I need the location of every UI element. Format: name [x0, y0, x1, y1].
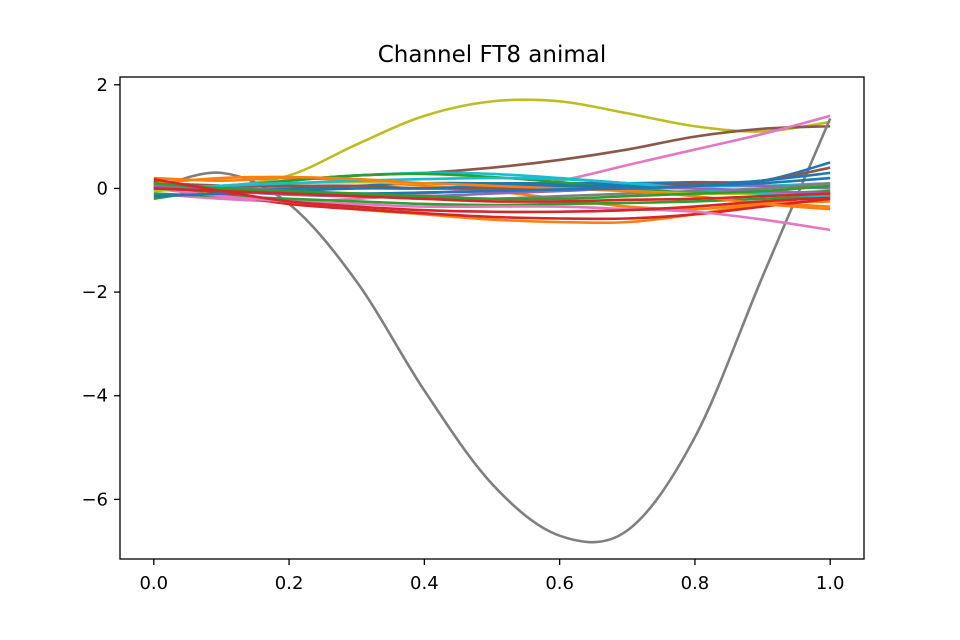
x-tick-label: 0.2 [275, 573, 304, 594]
chart-title: Channel FT8 animal [378, 42, 607, 68]
y-axis: −6 −4 −2 0 2 [81, 75, 120, 510]
x-tick-label: 0.6 [545, 573, 574, 594]
series-line-16 [153, 166, 831, 190]
y-tick-label: −2 [81, 282, 108, 303]
y-tick-label: −4 [81, 386, 108, 407]
x-tick-label: 0.8 [681, 573, 710, 594]
axes-frame [119, 76, 865, 560]
y-tick-label: −6 [81, 489, 108, 510]
x-tick-label: 0.0 [139, 573, 168, 594]
series-group [153, 98, 832, 544]
series-line-1 [153, 98, 831, 188]
y-tick-label: 0 [97, 178, 108, 199]
series-line-24 [153, 177, 831, 214]
x-axis: 0.0 0.2 0.4 0.6 0.8 1.0 [139, 559, 845, 594]
x-tick-label: 1.0 [816, 573, 845, 594]
series-line-23 [153, 187, 831, 203]
y-tick-label: 2 [97, 75, 108, 96]
x-tick-label: 0.4 [410, 573, 439, 594]
series-line-13 [153, 187, 831, 232]
series-line-22 [153, 181, 831, 201]
plot-area [153, 98, 832, 544]
